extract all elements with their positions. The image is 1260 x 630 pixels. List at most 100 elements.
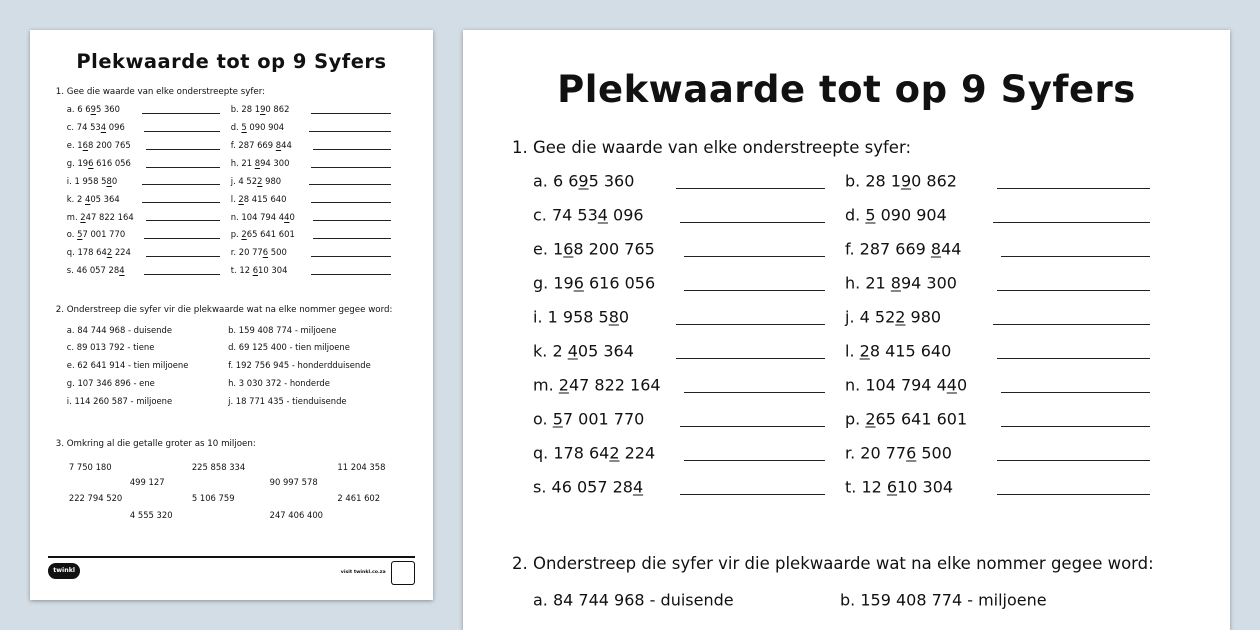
answer-line xyxy=(676,324,825,325)
answer-line xyxy=(676,358,825,359)
item-suffix: 5 360 xyxy=(95,104,120,115)
number-item: 247 406 400 xyxy=(269,509,324,520)
underlined-digit: 2 xyxy=(238,193,244,204)
underlined-digit: 2 xyxy=(609,443,620,463)
number-item: 225 858 334 xyxy=(191,461,246,472)
answer-line xyxy=(144,238,221,240)
item-prefix: n. 104 794 4 xyxy=(845,375,947,395)
exercise-item: p. 265 641 601 xyxy=(231,229,295,239)
answer-line xyxy=(676,188,825,189)
answer-line xyxy=(684,290,825,291)
exercise-item: o. 57 001 770 xyxy=(533,410,644,429)
answer-line xyxy=(310,273,391,275)
item-suffix: 44 xyxy=(941,239,962,259)
item-prefix: k. 2 xyxy=(533,341,568,361)
underlined-digit: 5 xyxy=(552,409,563,429)
answer-line xyxy=(312,220,392,222)
underlined-digit: 4 xyxy=(567,341,578,361)
item-suffix: 980 xyxy=(905,307,942,327)
underlined-digit: 9 xyxy=(578,171,589,191)
underlined-digit: 8 xyxy=(890,273,901,293)
answer-line xyxy=(1001,256,1150,257)
number-item: 90 997 578 xyxy=(269,477,318,488)
item-prefix: q. 178 64 xyxy=(533,443,610,463)
answer-line xyxy=(141,113,221,115)
zoomed-page: Plekwaarde tot op 9 Syfers 1. Gee die waa… xyxy=(463,30,1230,630)
item-suffix: 8 200 765 xyxy=(87,140,131,151)
answer-line xyxy=(144,273,221,275)
item-prefix: f. 287 669 xyxy=(230,140,276,151)
exercise-item: b. 28 190 862 xyxy=(231,104,290,114)
exercise-item: a. 6 695 360 xyxy=(533,172,634,191)
underlined-digit: 9 xyxy=(900,171,912,191)
exercise-item: h. 21 894 300 xyxy=(231,158,290,168)
item-prefix: g. 19 xyxy=(533,273,574,293)
item-prefix: h. 21 xyxy=(230,157,255,168)
exercise-item: f. 192 756 945 - honderdduisende xyxy=(228,360,371,371)
section-3-heading: 3. Omkring al die getalle groter as 10 m… xyxy=(55,438,256,449)
exercise-item: h. 3 030 372 - honderde xyxy=(228,378,330,389)
underlined-digit: 4 xyxy=(284,211,290,222)
exercise-item: m. 247 822 164 xyxy=(67,212,134,222)
answer-line xyxy=(310,113,391,115)
item-suffix: 8 415 640 xyxy=(869,341,952,361)
exercise-item: d. 69 125 400 - tien miljoene xyxy=(228,342,350,353)
exercise-item: l. 28 415 640 xyxy=(231,194,287,204)
footer-site: visit twinkl.co.za xyxy=(340,570,386,576)
exercise-item: d. 5 090 904 xyxy=(845,206,947,225)
item-prefix: e. 1 xyxy=(533,239,564,259)
underlined-digit: 2 xyxy=(859,341,870,361)
item-prefix: b. 28 1 xyxy=(230,104,261,115)
item-prefix: l. xyxy=(230,193,239,204)
answer-line xyxy=(997,460,1150,461)
exercise-item: p. 265 641 601 xyxy=(845,410,967,429)
answer-line xyxy=(312,238,392,240)
item-prefix: h. 21 xyxy=(845,273,891,293)
answer-line xyxy=(310,255,391,257)
thumbnail-page[interactable]: Plekwaarde tot op 9 Syfers 1. Gee die waa… xyxy=(30,30,433,600)
number-item: 2 461 602 xyxy=(337,492,381,503)
item-suffix: 47 822 164 xyxy=(85,211,134,222)
exercise-item: e. 62 641 914 - tien miljoene xyxy=(66,360,189,371)
exercise-item: a. 84 744 968 - duisende xyxy=(533,590,734,610)
underlined-digit: 2 xyxy=(865,409,876,429)
exercise-item: b. 159 408 774 - miljoene xyxy=(228,324,337,335)
answer-line xyxy=(997,290,1150,291)
item-prefix: t. 12 xyxy=(230,265,253,276)
exercise-item: j. 18 771 435 - tienduisende xyxy=(228,396,347,406)
underlined-digit: 4 xyxy=(597,205,608,225)
underlined-digit: 9 xyxy=(260,104,266,115)
exercise-item: c. 89 013 792 - tiene xyxy=(66,342,155,353)
answer-line xyxy=(684,460,825,461)
item-suffix: 44 xyxy=(281,140,292,151)
item-prefix: d. xyxy=(230,122,242,133)
exercise-item: e. 168 200 765 xyxy=(533,240,655,259)
exercise-item: j. 4 522 980 xyxy=(845,308,941,327)
underlined-digit: 6 xyxy=(262,247,269,258)
answer-line xyxy=(308,130,391,132)
underlined-digit: 8 xyxy=(608,307,619,327)
number-item: 5 106 759 xyxy=(191,492,235,503)
item-prefix: i. 1 958 5 xyxy=(533,307,609,327)
item-suffix: 096 xyxy=(106,122,125,133)
item-prefix: q. 178 64 xyxy=(66,247,107,258)
answer-line xyxy=(684,392,825,393)
item-prefix: p. xyxy=(230,229,242,240)
item-prefix: a. 6 6 xyxy=(533,171,579,191)
underlined-digit: 8 xyxy=(930,239,942,259)
exercise-item: f. 287 669 844 xyxy=(845,240,961,259)
underlined-digit: 6 xyxy=(252,265,259,276)
item-prefix: r. 20 77 xyxy=(230,247,263,258)
exercise-item: g. 107 346 896 - ene xyxy=(66,378,155,389)
exercise-item: t. 12 610 304 xyxy=(231,265,288,275)
underlined-digit: 4 xyxy=(100,122,107,133)
item-suffix: 10 304 xyxy=(258,265,288,276)
underlined-digit: 2 xyxy=(106,247,113,258)
twinkl-logo: twinkl xyxy=(48,563,80,580)
item-prefix: g. 19 xyxy=(66,157,89,168)
exercise-item: c. 74 534 096 xyxy=(533,206,644,225)
underlined-digit: 8 xyxy=(275,140,282,151)
underlined-digit: 6 xyxy=(88,157,94,168)
answer-line xyxy=(1001,392,1150,393)
item-prefix: f. 287 669 xyxy=(845,239,931,259)
